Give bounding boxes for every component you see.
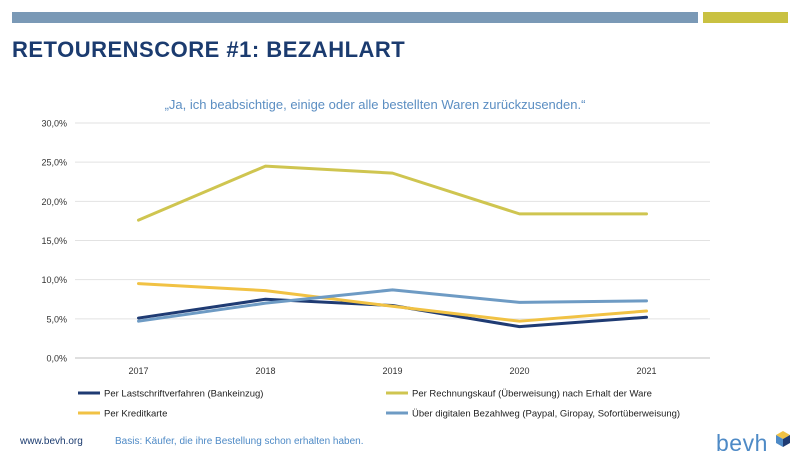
logo-mark-icon [776, 431, 790, 447]
footer-note: Basis: Käufer, die ihre Bestellung schon… [115, 436, 364, 447]
legend-label: Per Kreditkarte [104, 409, 167, 420]
y-tick-label: 5,0% [46, 314, 67, 324]
chart-title: „Ja, ich beabsichtige, einige oder alle … [165, 97, 586, 112]
series-lines [137, 164, 648, 329]
x-tick-label: 2017 [128, 366, 148, 376]
x-tick-label: 2018 [255, 366, 275, 376]
series-line-1 [137, 297, 648, 329]
x-tick-label: 2020 [509, 366, 529, 376]
legend-label: Per Rechnungskauf (Überweisung) nach Erh… [412, 389, 652, 400]
x-axis: 2017 2018 2019 2020 2021 [128, 366, 656, 376]
y-tick-label: 30,0% [41, 119, 67, 129]
y-tick-label: 25,0% [41, 158, 67, 168]
top-accent-bar-yellow [703, 12, 788, 23]
legend-label: Über digitalen Bezahlweg (Paypal, Giropa… [412, 409, 680, 420]
footer-url[interactable]: www.bevh.org [20, 436, 83, 447]
grid [75, 122, 710, 359]
y-axis: 0,0% 5,0% 10,0% 15,0% 20,0% 25,0% 30,0% [41, 119, 67, 364]
y-tick-label: 10,0% [41, 275, 67, 285]
top-accent-bar [12, 12, 698, 23]
page-title: RETOURENSCORE #1: BEZAHLART [12, 37, 406, 62]
series-line-3 [137, 282, 648, 323]
series-line-4 [137, 288, 648, 323]
y-tick-label: 0,0% [46, 354, 67, 364]
y-tick-label: 15,0% [41, 236, 67, 246]
legend-label: Per Lastschriftverfahren (Bankeinzug) [104, 389, 263, 400]
x-tick-label: 2021 [636, 366, 656, 376]
logo-text: bevh [716, 430, 768, 456]
legend: Per Lastschriftverfahren (Bankeinzug) Per… [78, 389, 680, 420]
line-chart: „Ja, ich beabsichtige, einige oder alle … [41, 97, 710, 420]
x-tick-label: 2019 [382, 366, 402, 376]
bevh-logo: bevh [716, 428, 792, 460]
series-line-2 [137, 164, 648, 222]
y-tick-label: 20,0% [41, 197, 67, 207]
